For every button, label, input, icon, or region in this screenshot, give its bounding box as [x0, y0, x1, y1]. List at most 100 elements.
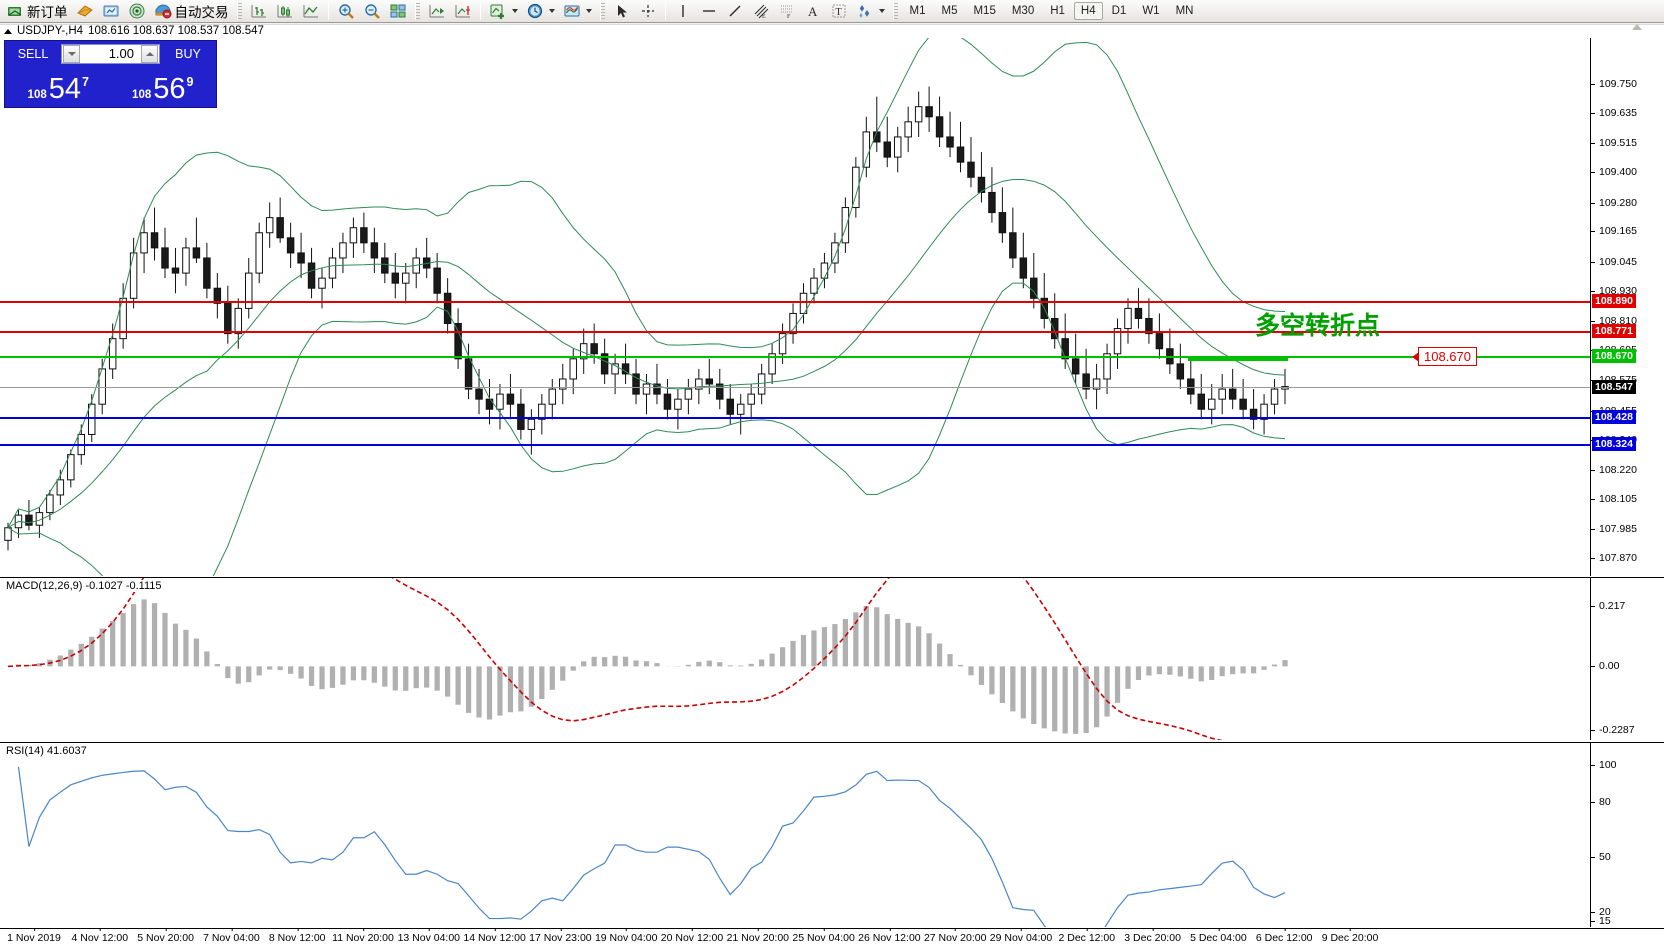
price-level-line-pivot[interactable]: [0, 356, 1590, 359]
rsi-plot-area[interactable]: [0, 743, 1590, 927]
auto-scroll-button[interactable]: [424, 1, 450, 22]
fibonacci-tool-button[interactable]: F: [774, 1, 800, 22]
channel-tool-button[interactable]: E: [748, 1, 774, 22]
collapse-triangle-icon[interactable]: [4, 28, 12, 34]
buy-button[interactable]: BUY: [163, 43, 213, 64]
buy-price-fraction: 9: [186, 75, 194, 89]
text-tool-button[interactable]: A: [800, 1, 826, 22]
sell-price-big: 54: [48, 73, 81, 105]
chart-scroll-strip[interactable]: [0, 23, 1664, 25]
symbol-header: USDJPY-,H4 108.616 108.637 108.537 108.5…: [0, 24, 1664, 38]
timeframe-mn[interactable]: MN: [1175, 5, 1194, 17]
cursor-icon: [613, 2, 631, 20]
green-highlight-segment[interactable]: [1188, 355, 1288, 361]
time-tick: 20 Nov 12:00: [660, 928, 724, 944]
price-level-badge[interactable]: 108.670: [1592, 349, 1636, 364]
zoom-in-button[interactable]: [333, 1, 359, 22]
toolbar-grip-4[interactable]: [892, 2, 898, 20]
sell-price-display[interactable]: 108 54 7: [7, 66, 110, 105]
time-tick: 26 Nov 12:00: [858, 928, 921, 944]
macd-tick: 0.00: [1591, 660, 1619, 672]
timeframe-w1[interactable]: W1: [1142, 5, 1160, 17]
price-level-line-resistance[interactable]: [0, 330, 1590, 333]
tile-windows-button[interactable]: [385, 1, 411, 22]
toolbar-sep-1: [327, 2, 329, 20]
toolbar-grip-3[interactable]: [599, 2, 605, 20]
rsi-pane[interactable]: RSI(14) 41.6037 100 80 50 20 15: [0, 742, 1664, 927]
new-order-button[interactable]: 新订单: [2, 1, 72, 22]
price-level-badge[interactable]: 108.428: [1592, 410, 1636, 425]
chart-shift-button[interactable]: [450, 1, 476, 22]
price-tick: 109.280: [1591, 197, 1637, 209]
macd-pane[interactable]: MACD(12,26,9) -0.1027 -0.1115 0.217 0.00 -…: [0, 577, 1664, 740]
timeframe-d1[interactable]: D1: [1111, 5, 1127, 17]
svg-text:F: F: [787, 14, 791, 20]
timeframe-h1[interactable]: H1: [1050, 5, 1065, 17]
price-tick: 108.930: [1591, 285, 1637, 297]
line-chart-button[interactable]: [298, 1, 324, 22]
price-level-badge[interactable]: 108.547: [1592, 380, 1636, 395]
zoom-out-icon: [363, 2, 381, 20]
horizontal-line-tool-button[interactable]: [696, 1, 722, 22]
price-tick: 107.985: [1591, 523, 1637, 535]
timeframe-m5[interactable]: M5: [941, 5, 958, 17]
svg-text:T: T: [835, 7, 841, 18]
price-level-line-support[interactable]: [0, 417, 1590, 420]
templates-dropdown[interactable]: [559, 1, 596, 22]
chart-annotation-text[interactable]: 多空转折点: [1255, 310, 1381, 340]
toolbar-sep-3: [664, 2, 666, 20]
toolbar-grip-1[interactable]: [236, 2, 242, 20]
metaeditor-button[interactable]: [72, 1, 98, 22]
price-tick: 109.515: [1591, 137, 1637, 149]
periods-dropdown[interactable]: [522, 1, 559, 22]
volume-decrement-button[interactable]: [63, 44, 80, 63]
macd-series: [7, 578, 1288, 740]
sell-price-whole: 108: [27, 89, 47, 101]
cursor-tool-button[interactable]: [609, 1, 635, 22]
price-tick: 109.400: [1591, 166, 1637, 178]
volume-value[interactable]: 1.00: [108, 46, 134, 61]
text-label-tool-button[interactable]: T: [826, 1, 852, 22]
vertical-line-tool-button[interactable]: [670, 1, 696, 22]
price-level-line-resistance[interactable]: [0, 300, 1590, 303]
timeframe-m1[interactable]: M1: [909, 5, 926, 17]
sell-button[interactable]: SELL: [8, 43, 58, 64]
terminal-icon: [102, 2, 120, 20]
price-plot-area[interactable]: [0, 38, 1590, 576]
indicators-dropdown[interactable]: [485, 1, 522, 22]
zoom-out-button[interactable]: [359, 1, 385, 22]
toolbar-grip-2[interactable]: [414, 2, 420, 20]
buy-price-display[interactable]: 108 56 9: [111, 66, 214, 105]
price-level-badge[interactable]: 108.890: [1592, 293, 1636, 308]
trendline-tool-button[interactable]: [722, 1, 748, 22]
price-level-line-last-price[interactable]: [0, 387, 1590, 389]
shapes-dropdown[interactable]: [852, 1, 889, 22]
price-level-badge[interactable]: 108.771: [1592, 323, 1636, 338]
macd-plot-area[interactable]: [0, 578, 1590, 740]
chevron-down-icon: [585, 9, 592, 13]
signals-button[interactable]: [124, 1, 150, 22]
time-tick: 5 Dec 04:00: [1190, 928, 1247, 944]
main-toolbar: 新订单: [0, 0, 1664, 23]
scroll-up-arrow-icon[interactable]: [1632, 24, 1642, 30]
candlestick-chart-button[interactable]: [272, 1, 298, 22]
volume-stepper[interactable]: 1.00: [61, 43, 160, 64]
bar-chart-button[interactable]: [246, 1, 272, 22]
crosshair-tool-button[interactable]: [635, 1, 661, 22]
volume-increment-button[interactable]: [141, 44, 158, 63]
chevron-down-icon: [548, 9, 555, 13]
price-callout-label[interactable]: 108.670: [1412, 347, 1477, 367]
timeframe-m15[interactable]: M15: [973, 5, 996, 17]
price-level-line-support[interactable]: [0, 443, 1590, 446]
timeframe-m30[interactable]: M30: [1011, 5, 1035, 17]
autotrading-button[interactable]: 自动交易: [150, 1, 233, 22]
one-click-trade-panel[interactable]: SELL 1.00 BUY 108 54 7 108 56 9: [4, 40, 217, 108]
time-tick: 11 Nov 20:00: [332, 928, 394, 944]
price-chart-pane[interactable]: 109.750 109.635 109.515 109.400 109.280 109.1…: [0, 38, 1664, 576]
terminal-button[interactable]: [98, 1, 124, 22]
price-axis[interactable]: 109.750 109.635 109.515 109.400 109.280 109.1…: [1590, 38, 1664, 576]
timeframe-h4[interactable]: H4: [1073, 2, 1103, 20]
time-tick: 27 Nov 20:00: [923, 928, 987, 944]
price-level-badge[interactable]: 108.324: [1592, 436, 1636, 451]
rsi-tick: 15: [1591, 915, 1611, 927]
